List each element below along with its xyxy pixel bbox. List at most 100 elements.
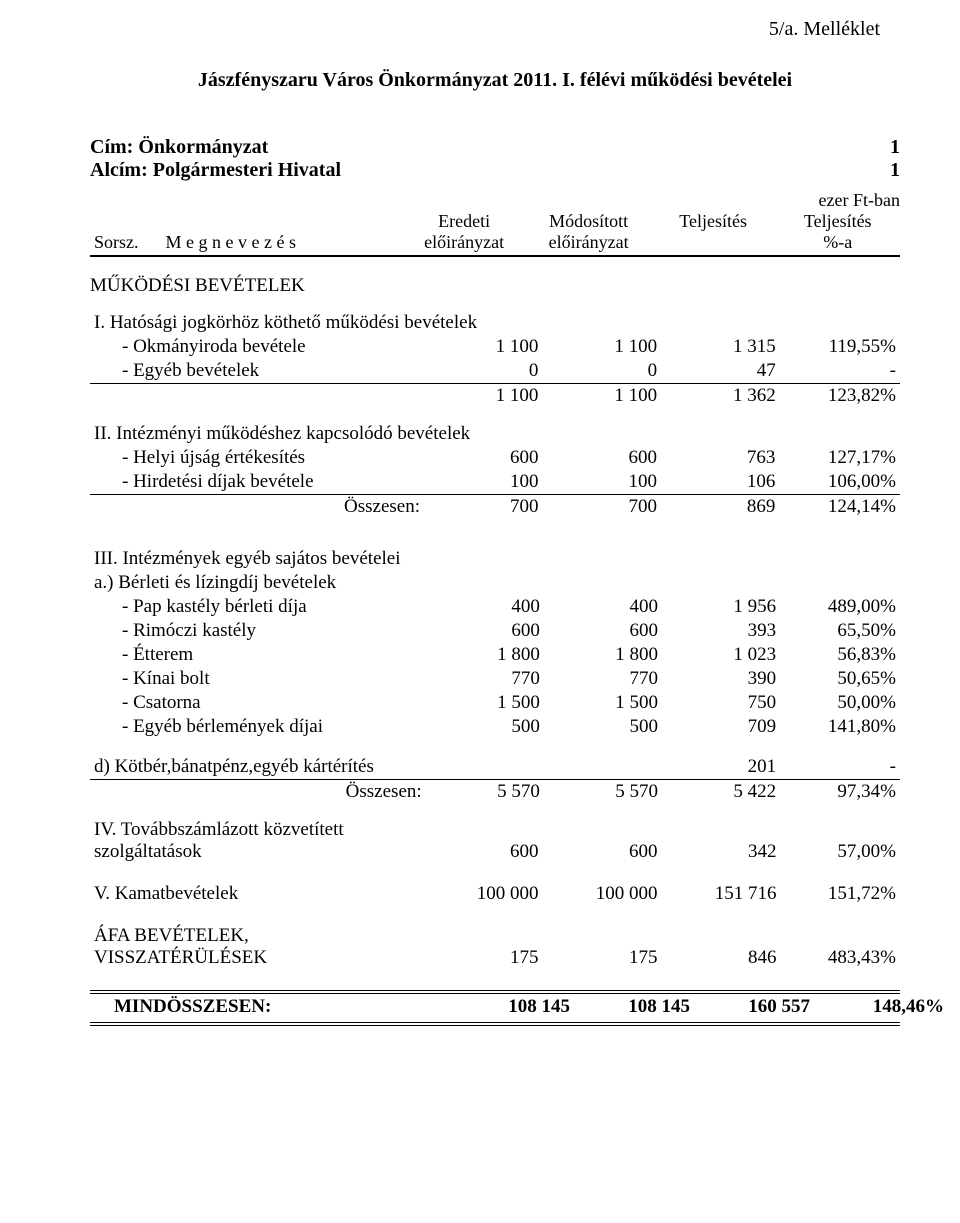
- group-1-title-row: I. Hatósági jogkörhöz köthető működési b…: [90, 311, 900, 335]
- cell: 700: [542, 495, 660, 520]
- cell: 141,80%: [780, 715, 900, 739]
- group-2-table: II. Intézményi működéshez kapcsolódó bev…: [90, 422, 900, 519]
- cell: 201: [662, 755, 780, 780]
- row-label: - Pap kastély bérleti díja: [94, 596, 307, 618]
- row-label: - Étterem: [94, 644, 193, 666]
- grand-total-row: MINDÖSSZESEN: 108 145 108 145 160 557 14…: [90, 990, 900, 1018]
- group-3-table: III. Intézmények egyéb sajátos bevételei…: [90, 547, 900, 804]
- header-value: 1: [810, 159, 900, 182]
- cell: -: [780, 359, 900, 384]
- cell: 1 100: [424, 335, 543, 359]
- cell: 1 956: [662, 595, 780, 619]
- col-megnevezes: M e g n e v e z é s: [166, 232, 296, 252]
- row-label: - Hirdetési díjak bevétele: [94, 471, 314, 493]
- cell: 151 716: [662, 882, 781, 906]
- cell: 1 100: [542, 384, 661, 409]
- spacer: [90, 519, 900, 547]
- col-eloiranyzat1: előirányzat: [402, 232, 527, 253]
- cell: 50,65%: [780, 667, 900, 691]
- col-blank2: [651, 232, 776, 253]
- col-sorsz-megnev: Sorsz. M e g n e v e z é s: [90, 232, 402, 253]
- cell: 100: [542, 470, 660, 495]
- spacer-row: [90, 864, 900, 882]
- cell: 1 362: [661, 384, 780, 409]
- cell: 770: [426, 667, 544, 691]
- row-label: - Rimóczi kastély: [94, 620, 256, 642]
- table-row: - Csatorna 1 500 1 500 750 50,00%: [90, 691, 900, 715]
- cell: 1 100: [424, 384, 543, 409]
- cell: 500: [544, 715, 662, 739]
- col-teljesites-pct: Teljesítés: [775, 211, 900, 232]
- cell: -: [780, 755, 900, 780]
- table-row: - Helyi újság értékesítés 600 600 763 12…: [90, 446, 900, 470]
- cell: 124,14%: [779, 495, 900, 520]
- row-label: ÁFA BEVÉTELEK, VISSZATÉRÜLÉSEK: [90, 924, 424, 970]
- single-lines-table: IV. Továbbszámlázott közvetített szolgál…: [90, 818, 900, 970]
- row-label: V. Kamatbevételek: [90, 882, 424, 906]
- table-row: IV. Továbbszámlázott közvetített szolgál…: [90, 818, 900, 864]
- col-eredeti: Eredeti: [402, 211, 527, 232]
- row-label: - Csatorna: [94, 692, 201, 714]
- cell: 770: [544, 667, 662, 691]
- header-label: Cím: Önkormányzat: [90, 136, 810, 159]
- table-row: V. Kamatbevételek 100 000 100 000 151 71…: [90, 882, 900, 906]
- cell: 97,34%: [780, 780, 900, 805]
- table-row: - Egyéb bevételek 0 0 47 -: [90, 359, 900, 384]
- cell: 106,00%: [779, 470, 900, 495]
- cell: 1 500: [544, 691, 662, 715]
- header-block: Cím: Önkormányzat 1 Alcím: Polgármesteri…: [90, 136, 900, 182]
- subtotal-label: Összesen:: [90, 780, 426, 805]
- header-row-cim: Cím: Önkormányzat 1: [90, 136, 900, 159]
- cell: 600: [542, 446, 660, 470]
- group-1-table: I. Hatósági jogkörhöz köthető működési b…: [90, 311, 900, 408]
- cell: 600: [426, 619, 544, 643]
- cell: 869: [661, 495, 779, 520]
- grand-total-cell: 160 557: [694, 996, 814, 1018]
- cell: 56,83%: [780, 643, 900, 667]
- cell: 600: [544, 619, 662, 643]
- cell: 750: [662, 691, 780, 715]
- col-modositott: Módosított: [526, 211, 651, 232]
- cell: 57,00%: [781, 818, 900, 864]
- col-eloiranyzat2: előirányzat: [526, 232, 651, 253]
- cell: 1 100: [542, 335, 661, 359]
- table-row: - Étterem 1 800 1 800 1 023 56,83%: [90, 643, 900, 667]
- header-value: 1: [810, 136, 900, 159]
- group-3-subtotal: Összesen: 5 570 5 570 5 422 97,34%: [90, 780, 900, 805]
- page-title: Jászfényszaru Város Önkormányzat 2011. I…: [90, 69, 900, 92]
- cell: 100: [424, 470, 542, 495]
- cell: 700: [424, 495, 542, 520]
- cell: 846: [662, 924, 781, 970]
- cell: 175: [424, 924, 543, 970]
- grand-total-cell: 148,46%: [814, 996, 948, 1018]
- group-1-subtotal: 1 100 1 100 1 362 123,82%: [90, 384, 900, 409]
- attachment-label: 5/a. Melléklet: [90, 18, 900, 41]
- table-row: - Rimóczi kastély 600 600 393 65,50%: [90, 619, 900, 643]
- group-2-title-row: II. Intézményi működéshez kapcsolódó bev…: [90, 422, 900, 446]
- column-header-table: Eredeti Módosított Teljesítés Teljesítés…: [90, 211, 900, 253]
- subtotal-label: Összesen:: [90, 495, 424, 520]
- cell: [426, 755, 544, 780]
- cell: 100 000: [543, 882, 662, 906]
- spacer-row: [90, 739, 900, 755]
- cell: 400: [544, 595, 662, 619]
- column-header: Eredeti Módosított Teljesítés Teljesítés…: [90, 211, 900, 257]
- column-header-row2: Sorsz. M e g n e v e z é s előirányzat e…: [90, 232, 900, 253]
- cell: 1 500: [426, 691, 544, 715]
- unit-note: ezer Ft-ban: [90, 190, 900, 211]
- group-1-title: I. Hatósági jogkörhöz köthető működési b…: [90, 311, 900, 335]
- cell: 119,55%: [780, 335, 900, 359]
- col-pct: %-a: [775, 232, 900, 253]
- cell: 65,50%: [780, 619, 900, 643]
- spacer-row: [90, 906, 900, 924]
- cell: 106: [661, 470, 779, 495]
- cell: 763: [661, 446, 779, 470]
- col-blank: [90, 211, 402, 232]
- cell: 600: [424, 446, 542, 470]
- cell: 489,00%: [780, 595, 900, 619]
- subtotal-label: [90, 384, 424, 409]
- grand-total-underline: [90, 1022, 900, 1026]
- cell: 600: [424, 818, 543, 864]
- cell: 5 570: [426, 780, 544, 805]
- cell: 0: [542, 359, 661, 384]
